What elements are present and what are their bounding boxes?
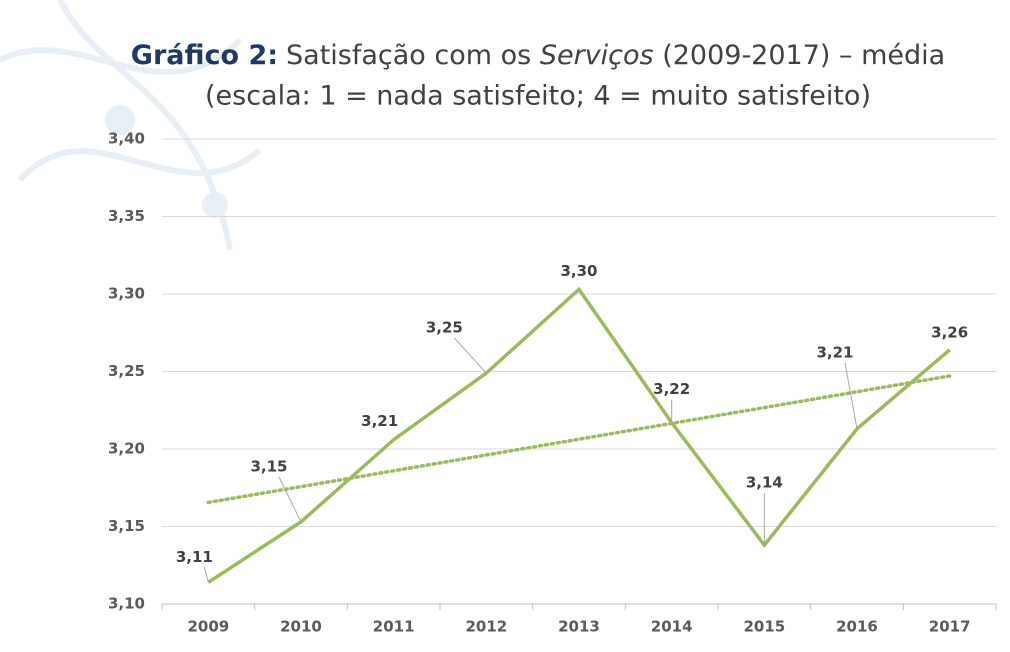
chart-subtitle: (escala: 1 = nada satisfeito; 4 = muito … — [205, 81, 871, 112]
trendline — [206, 374, 952, 505]
data-label: 3,21 — [816, 343, 853, 361]
data-label: 3,15 — [250, 457, 287, 475]
data-label: 3,11 — [176, 548, 213, 566]
x-tick-label: 2015 — [743, 618, 785, 636]
title-text: Satisfação com os — [286, 40, 540, 71]
title-label: Gráfico 2: — [131, 40, 278, 71]
data-label: 3,25 — [426, 319, 463, 337]
x-tick-label: 2013 — [558, 618, 600, 636]
y-tick-label: 3,35 — [108, 207, 145, 225]
data-label: 3,26 — [931, 323, 968, 341]
x-tick-label: 2012 — [465, 618, 507, 636]
leader-line — [844, 362, 858, 429]
background-decoration — [0, 0, 262, 251]
title-rest: (2009-2017) – média — [654, 40, 946, 71]
leader-line — [278, 476, 302, 523]
y-tick-label: 3,40 — [108, 130, 145, 148]
y-tick-label: 3,25 — [108, 362, 145, 380]
data-line — [207, 286, 951, 584]
x-tick-label: 2017 — [929, 618, 971, 636]
leader-line — [453, 337, 487, 374]
x-tick-label: 2016 — [836, 618, 878, 636]
y-tick-label: 3,15 — [108, 517, 145, 535]
data-label: 3,22 — [653, 380, 690, 398]
data-label: 3,14 — [746, 474, 783, 492]
x-tick-label: 2011 — [373, 618, 415, 636]
x-tick-label: 2009 — [187, 618, 229, 636]
data-label: 3,21 — [361, 412, 398, 430]
x-tick-label: 2014 — [651, 618, 693, 636]
leader-line — [203, 567, 209, 583]
chart-title: Gráfico 2: Satisfação com os Serviços (20… — [131, 40, 945, 71]
x-tick-label: 2010 — [280, 618, 322, 636]
data-label: 3,30 — [560, 262, 597, 280]
y-tick-label: 3,10 — [108, 595, 145, 613]
y-tick-label: 3,30 — [108, 285, 145, 303]
y-tick-label: 3,20 — [108, 440, 145, 458]
title-italic: Serviços — [540, 40, 654, 71]
